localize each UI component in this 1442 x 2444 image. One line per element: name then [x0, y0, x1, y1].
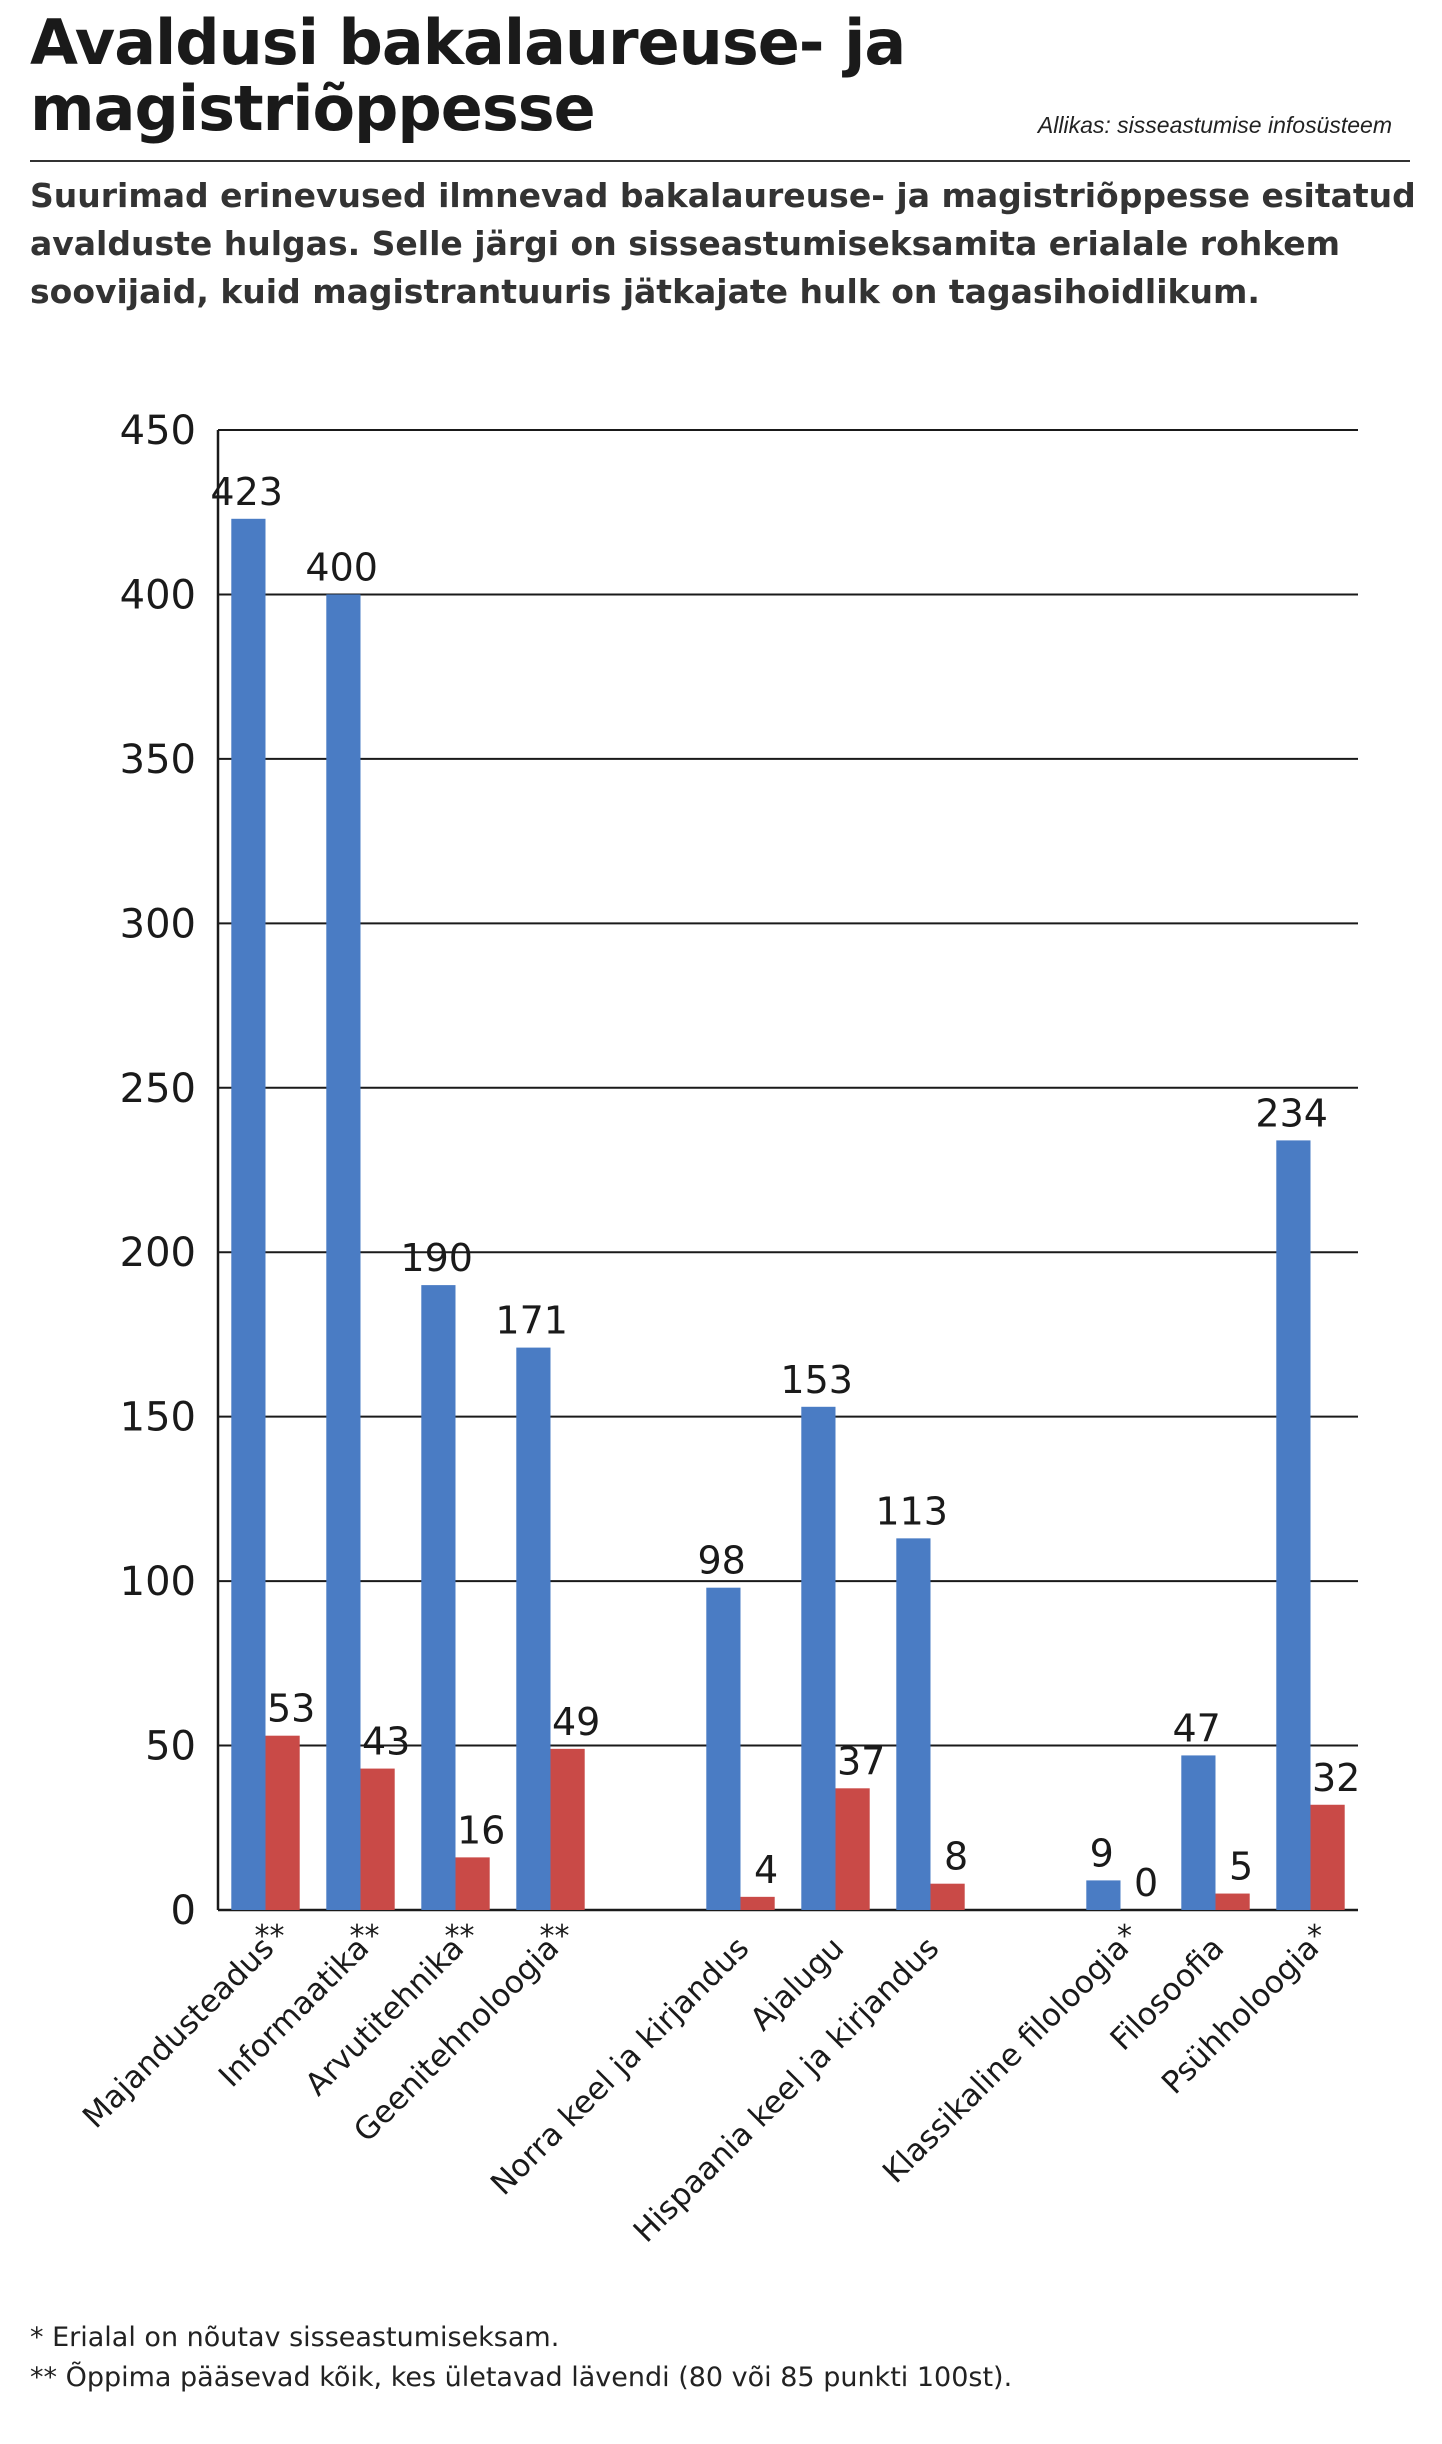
bars [231, 518, 1345, 1910]
x-axis-ticks: **Majandusteadus **Informaatika **Arvutite… [76, 1919, 1326, 2250]
data-label: 0 [1134, 1861, 1158, 1905]
chart-title: Avaldusi bakalaureuse- ja magistriõppess… [30, 6, 906, 145]
bar-bachelor [231, 518, 266, 1910]
bar-bachelor [516, 1347, 551, 1910]
category-marker: * [1307, 1919, 1322, 1954]
data-label: 400 [305, 545, 378, 589]
y-tick-label: 150 [120, 1395, 196, 1441]
bar-bachelor [1181, 1755, 1216, 1910]
data-label: 49 [552, 1700, 600, 1744]
y-tick-label: 50 [145, 1724, 196, 1770]
bar-bachelor [706, 1587, 741, 1910]
bar-master [360, 1768, 395, 1910]
data-label: 171 [495, 1299, 568, 1343]
source-note: Allikas: sisseastumise infosüsteem [1037, 112, 1392, 138]
data-label: 37 [837, 1739, 885, 1783]
data-label: 16 [457, 1808, 505, 1852]
bar-bachelor [326, 594, 361, 1910]
gridlines [216, 429, 1358, 1912]
bar-bachelor [1276, 1140, 1311, 1910]
y-tick-label: 0 [171, 1888, 196, 1934]
bar-master [930, 1883, 965, 1910]
category-marker: ** [540, 1919, 570, 1954]
data-label: 98 [698, 1539, 746, 1583]
category-marker: * [1117, 1919, 1132, 1954]
bar-master [1215, 1893, 1250, 1910]
title-divider [30, 160, 1410, 162]
y-tick-label: 350 [120, 737, 196, 783]
data-label: 113 [875, 1489, 948, 1533]
bar-bachelor [421, 1285, 456, 1910]
data-label: 47 [1173, 1706, 1221, 1750]
footnote-exam: * Erialal on nõutav sisseastumiseksam. [30, 2322, 560, 2353]
data-label: 153 [780, 1358, 853, 1402]
bar-master [550, 1748, 585, 1910]
bar-master [835, 1788, 870, 1910]
data-label: 53 [267, 1687, 315, 1731]
bar-master [265, 1735, 300, 1910]
y-tick-label: 300 [120, 901, 196, 947]
data-labels: 423 53 400 43 190 16 171 49 98 4 153 37 113 8 90 47 5 234… [210, 470, 1360, 1905]
data-label: 190 [400, 1236, 473, 1280]
data-label: 32 [1312, 1756, 1360, 1800]
data-label: 423 [210, 470, 283, 514]
footnote-threshold: ** Õppima pääsevad kõik, kes ületavad lä… [30, 2362, 1013, 2393]
lead-text: Suurimad erinevused ilmnevad bakalaureus… [30, 176, 1416, 311]
y-tick-label: 100 [120, 1559, 196, 1605]
bar-bachelor [1086, 1880, 1121, 1910]
data-label: 234 [1255, 1091, 1328, 1135]
data-label: 43 [362, 1720, 410, 1764]
y-tick-label: 250 [120, 1066, 196, 1112]
bar-master [740, 1896, 775, 1910]
data-label: 4 [754, 1848, 778, 1892]
data-label: 8 [944, 1835, 968, 1879]
y-axis-ticks: 0 50 100 150 200 250 300 350 400 450 [120, 408, 196, 1934]
bar-master [455, 1857, 490, 1910]
y-tick-label: 200 [120, 1230, 196, 1276]
bar-master [1310, 1804, 1345, 1910]
category-marker: ** [445, 1919, 475, 1954]
y-tick-label: 450 [120, 408, 196, 454]
bar-bachelor [801, 1406, 836, 1910]
data-label: 5 [1229, 1845, 1253, 1889]
footnotes: * Erialal on nõutav sisseastumiseksam. *… [30, 2318, 1012, 2398]
category-marker: ** [350, 1919, 380, 1954]
bar-bachelor [896, 1538, 931, 1910]
y-tick-label: 400 [120, 572, 196, 618]
category-marker: ** [255, 1919, 285, 1954]
data-label: 9 [1090, 1831, 1114, 1875]
